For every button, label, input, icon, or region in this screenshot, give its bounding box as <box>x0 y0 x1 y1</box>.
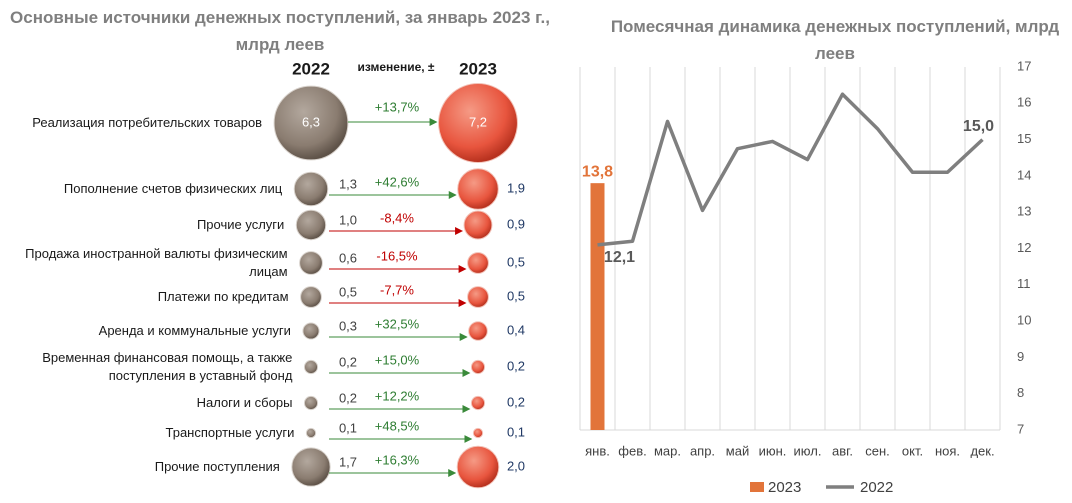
x-tick-label: июл. <box>794 443 822 458</box>
bubble-2022 <box>300 286 322 308</box>
data-label: 15,0 <box>963 118 994 135</box>
value-label: 1,0 <box>339 212 357 227</box>
bubble-2023 <box>472 427 484 439</box>
value-label: 1,7 <box>339 454 357 469</box>
change-label: -8,4% <box>380 210 414 225</box>
bubble-2022 <box>295 209 327 241</box>
value-label: 7,2 <box>469 114 487 129</box>
bubble-2022 <box>305 427 317 439</box>
y-tick-label: 7 <box>1017 421 1024 436</box>
bubble-2023 <box>468 321 488 341</box>
category-label: Аренда и коммунальные услуги <box>98 323 291 338</box>
bubble-2023 <box>470 359 486 375</box>
y-tick-label: 17 <box>1017 58 1031 73</box>
change-label: -16,5% <box>376 248 418 263</box>
category-label: Налоги и сборы <box>196 395 293 410</box>
bubble-2022 <box>303 395 319 411</box>
y-tick-label: 16 <box>1017 95 1031 110</box>
category-label: Продажа иностранной валюты физическим ли… <box>25 246 288 279</box>
value-label: 0,5 <box>507 288 525 303</box>
value-label: 0,3 <box>339 318 357 333</box>
y-tick-label: 10 <box>1017 313 1031 328</box>
x-tick-label: авг. <box>832 443 853 458</box>
change-header: изменение, ± <box>357 60 434 74</box>
category-label: Пополнение счетов физических лиц <box>63 181 283 196</box>
bubble-2023 <box>456 445 500 489</box>
y-tick-label: 8 <box>1017 385 1024 400</box>
data-label: 13,8 <box>582 163 613 180</box>
x-tick-label: мар. <box>654 443 681 458</box>
value-label: 0,2 <box>507 358 525 373</box>
bubble-2023 <box>467 286 489 308</box>
data-label: 12,1 <box>604 249 635 266</box>
y-tick-label: 14 <box>1017 167 1031 182</box>
value-label: 0,5 <box>507 254 525 269</box>
bubble-2022 <box>291 447 331 487</box>
x-tick-label: фев. <box>618 443 646 458</box>
x-tick-label: янв. <box>585 443 610 458</box>
bar <box>590 183 605 430</box>
y-tick-label: 15 <box>1017 131 1031 146</box>
value-label: 0,2 <box>339 390 357 405</box>
bubble-2022 <box>303 359 319 375</box>
bubble-2022 <box>273 85 349 161</box>
category-label: Реализация потребительских товаров <box>32 115 263 130</box>
legend-label: 2023 <box>768 479 801 496</box>
change-label: +48,5% <box>375 418 420 433</box>
category-label: Временная финансовая помощь, а также пос… <box>42 350 293 383</box>
x-tick-label: сен. <box>865 443 890 458</box>
change-label: +15,0% <box>375 352 420 367</box>
category-label: Прочие поступления <box>154 459 280 474</box>
x-tick-label: июн. <box>759 443 787 458</box>
change-label: -7,7% <box>380 282 414 297</box>
x-tick-label: апр. <box>690 443 715 458</box>
bubble-2023 <box>463 210 493 240</box>
bubble-2023 <box>467 252 489 274</box>
value-label: 0,1 <box>507 424 525 439</box>
change-label: +16,3% <box>375 452 420 467</box>
category-label: Прочие услуги <box>196 217 285 232</box>
value-label: 0,4 <box>507 322 525 337</box>
change-label: +12,2% <box>375 388 420 403</box>
line <box>597 92 984 247</box>
value-label: 1,9 <box>507 180 525 195</box>
change-label: +13,7% <box>375 99 420 114</box>
value-label: 0,5 <box>339 284 357 299</box>
value-label: 0,2 <box>339 354 357 369</box>
category-label: Платежи по кредитам <box>157 289 289 304</box>
value-label: 0,9 <box>507 216 525 231</box>
bubble-2022 <box>302 322 320 340</box>
value-label: 1,3 <box>339 176 357 191</box>
legend-swatch <box>750 482 764 492</box>
change-label: +32,5% <box>375 316 420 331</box>
series-header: 2023 <box>459 59 497 78</box>
y-tick-label: 13 <box>1017 204 1031 219</box>
y-tick-label: 12 <box>1017 240 1031 255</box>
chart-title: Помесячная динамика денежных поступлений… <box>610 17 1060 63</box>
x-tick-label: ноя. <box>935 443 960 458</box>
chart-title: Основные источники денежных поступлений,… <box>10 8 550 54</box>
x-tick-label: окт. <box>902 443 923 458</box>
y-tick-label: 11 <box>1017 276 1031 291</box>
value-label: 0,1 <box>339 420 357 435</box>
category-label: Транспортные услуги <box>165 425 295 440</box>
bubble-2023 <box>457 168 499 210</box>
value-label: 2,0 <box>507 458 525 473</box>
value-label: 0,6 <box>339 250 357 265</box>
series-header: 2022 <box>292 59 330 78</box>
value-label: 0,2 <box>507 394 525 409</box>
change-label: +42,6% <box>375 174 420 189</box>
bubble-2022 <box>293 171 329 207</box>
y-tick-label: 9 <box>1017 349 1024 364</box>
bubble-2023 <box>438 83 518 163</box>
x-tick-label: май <box>726 443 749 458</box>
bubble-2022 <box>299 251 323 275</box>
x-tick-label: дек. <box>970 443 994 458</box>
bubble-2023 <box>470 395 486 411</box>
legend-label: 2022 <box>860 479 893 496</box>
value-label: 6,3 <box>302 114 320 129</box>
